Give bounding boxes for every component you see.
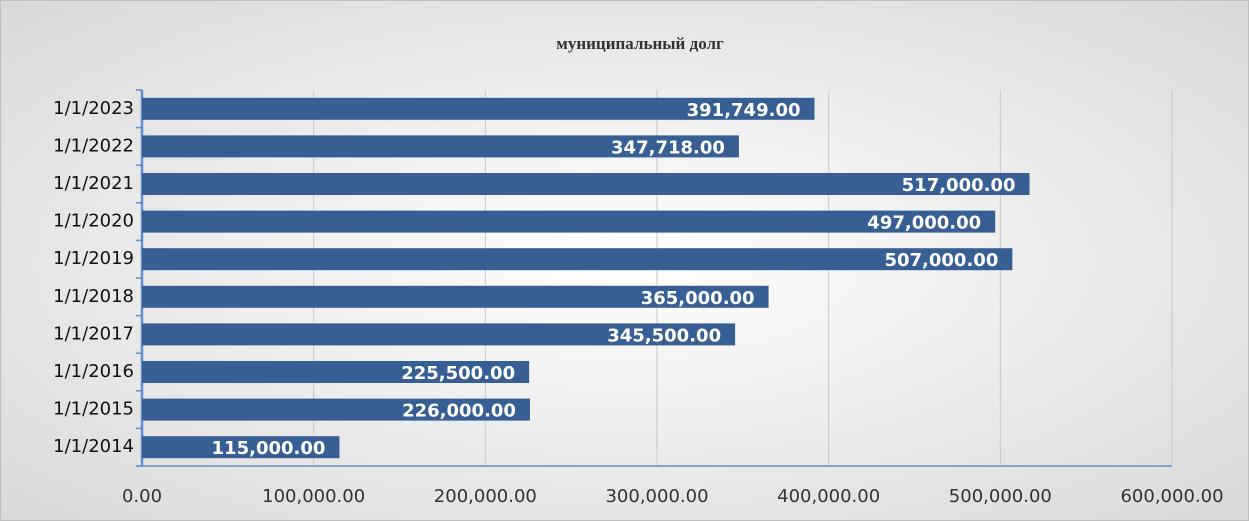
x-tick-label: 0.00 bbox=[122, 486, 162, 507]
data-label: 391,749.00 bbox=[687, 100, 801, 121]
data-label: 365,000.00 bbox=[641, 288, 755, 309]
bar bbox=[142, 361, 530, 383]
bar bbox=[142, 173, 1030, 195]
x-tick-label: 100,000.00 bbox=[262, 486, 365, 507]
y-tick-label: 1/1/2014 bbox=[53, 436, 134, 457]
data-label: 507,000.00 bbox=[884, 250, 998, 271]
y-tick-label: 1/1/2017 bbox=[53, 323, 134, 344]
y-tick-label: 1/1/2023 bbox=[53, 98, 134, 119]
data-label: 497,000.00 bbox=[867, 213, 981, 234]
bar bbox=[142, 285, 769, 308]
bar bbox=[142, 398, 530, 421]
bar bbox=[142, 248, 1013, 271]
x-tick-label: 600,000.00 bbox=[1120, 486, 1223, 507]
y-tick-label: 1/1/2022 bbox=[53, 135, 134, 156]
y-tick-label: 1/1/2018 bbox=[53, 286, 134, 307]
chart-title: муниципальный долг bbox=[556, 34, 724, 53]
data-label: 225,500.00 bbox=[401, 363, 515, 384]
data-label: 115,000.00 bbox=[212, 438, 326, 459]
bar bbox=[142, 323, 736, 346]
x-tick-label: 200,000.00 bbox=[434, 486, 537, 507]
y-tick-label: 1/1/2015 bbox=[53, 399, 134, 420]
y-tick-label: 1/1/2019 bbox=[53, 248, 134, 269]
x-tick-label: 300,000.00 bbox=[605, 486, 708, 507]
x-tick-label: 400,000.00 bbox=[777, 486, 880, 507]
data-label: 347,718.00 bbox=[611, 137, 725, 158]
bar bbox=[142, 436, 340, 459]
y-tick-label: 1/1/2016 bbox=[53, 361, 134, 382]
bar bbox=[142, 210, 996, 233]
data-label: 517,000.00 bbox=[902, 175, 1016, 196]
data-label: 226,000.00 bbox=[402, 401, 516, 422]
x-tick-label: 500,000.00 bbox=[949, 486, 1052, 507]
data-label: 345,500.00 bbox=[607, 325, 721, 346]
bar bbox=[142, 135, 739, 158]
bar bbox=[142, 97, 815, 120]
y-tick-label: 1/1/2021 bbox=[53, 173, 134, 194]
y-tick-label: 1/1/2020 bbox=[53, 211, 134, 232]
